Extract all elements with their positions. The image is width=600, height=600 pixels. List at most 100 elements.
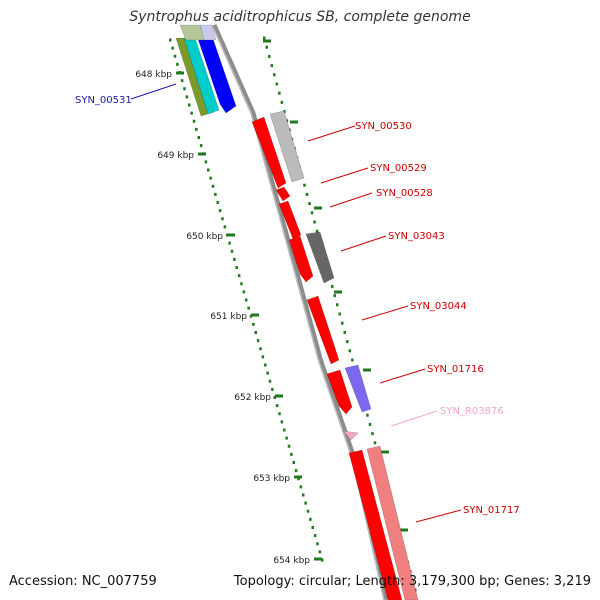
ruler-dot bbox=[221, 217, 224, 221]
ruler-dot bbox=[306, 509, 310, 513]
ruler-dot bbox=[316, 542, 319, 546]
gene-syn00530-red bbox=[251, 116, 287, 189]
ruler-tick-label: 654 kbp bbox=[273, 556, 310, 566]
ruler-dot bbox=[240, 282, 243, 286]
ruler-dot bbox=[197, 136, 200, 139]
guide-dot bbox=[278, 91, 281, 95]
guide-dot bbox=[348, 349, 352, 353]
gene-label-leader bbox=[329, 192, 373, 208]
ruler-dot bbox=[278, 412, 281, 416]
guide-dot bbox=[268, 54, 271, 58]
guide-dot bbox=[283, 110, 286, 114]
gene-label: SYN_01717 bbox=[463, 505, 520, 516]
ruler-dot bbox=[176, 62, 179, 66]
ruler-tick-label: 650 kbp bbox=[186, 232, 223, 242]
ruler-dot bbox=[237, 274, 241, 278]
guide-dot bbox=[373, 441, 377, 445]
ruler-dot bbox=[199, 144, 203, 148]
ruler-dot bbox=[321, 558, 324, 562]
ruler-major-tick bbox=[275, 394, 283, 398]
guide-dot bbox=[315, 229, 319, 233]
ruler-major-tick bbox=[251, 313, 259, 317]
guide-dot bbox=[333, 294, 336, 298]
gene-label: SYN_03043 bbox=[388, 231, 445, 242]
ruler-dot bbox=[297, 477, 300, 481]
gene-synr03876-pink bbox=[342, 430, 359, 441]
ruler-dot bbox=[245, 298, 248, 302]
guide-dot bbox=[313, 220, 316, 224]
gene-syn00530-grey bbox=[269, 110, 305, 183]
gene-label: SYN_00531 bbox=[75, 95, 132, 106]
ruler-dot bbox=[268, 379, 272, 383]
ruler-dot bbox=[223, 225, 227, 229]
guide-dot bbox=[335, 303, 339, 307]
topology-summary: Topology: circular; Length: 3,179,300 bp… bbox=[233, 574, 591, 589]
ruler-tick-label: 651 kbp bbox=[210, 312, 247, 322]
guide-dot bbox=[273, 73, 276, 77]
ruler-dot bbox=[228, 241, 231, 245]
ruler-tick-label: 649 kbp bbox=[157, 151, 194, 161]
guide-dot bbox=[280, 100, 284, 104]
gene-label-leader bbox=[130, 83, 177, 100]
ruler-dot bbox=[313, 534, 317, 538]
gene-label-leader bbox=[340, 235, 387, 252]
gene-label: SYN_00530 bbox=[355, 121, 412, 132]
map-title: Syntrophus aciditrophicus SB, complete g… bbox=[129, 9, 471, 25]
guide-dot bbox=[310, 211, 314, 215]
ruler-dot bbox=[294, 469, 298, 473]
gene-label: SYN_01716 bbox=[427, 364, 484, 375]
ruler-tick-label: 648 kbp bbox=[135, 70, 172, 80]
accession-text: Accession: NC_007759 bbox=[9, 574, 157, 589]
ruler-dot bbox=[256, 339, 260, 343]
ruler-major-tick bbox=[314, 557, 322, 561]
guide-dot bbox=[338, 312, 341, 316]
guide-tick bbox=[363, 368, 371, 372]
gene-syn01716-purple bbox=[344, 364, 372, 413]
guide-tick bbox=[290, 120, 298, 124]
guide-tick bbox=[400, 528, 408, 532]
ruler-dot bbox=[275, 404, 279, 408]
ruler-dot bbox=[233, 257, 236, 261]
ruler-dot bbox=[188, 103, 191, 107]
guide-dot bbox=[343, 330, 347, 334]
ruler-dot bbox=[171, 46, 174, 50]
ruler-dot bbox=[169, 38, 172, 42]
label-layer: SYN_00531 SYN_00530 SYN_00529 SYN_00528 SYN_… bbox=[75, 83, 520, 523]
guide-tick bbox=[263, 39, 271, 43]
ruler-dot bbox=[287, 444, 291, 448]
guide-dot bbox=[275, 82, 279, 86]
ruler-dot bbox=[299, 485, 303, 489]
ruler-dot bbox=[280, 420, 284, 424]
ruler-dot bbox=[185, 95, 189, 99]
guide-tick bbox=[381, 450, 389, 454]
ruler-major-tick bbox=[176, 71, 184, 75]
ruler-dot bbox=[207, 168, 210, 172]
ruler-tick-label: 652 kbp bbox=[234, 393, 271, 403]
guide-dot bbox=[368, 422, 372, 426]
ruler-dot bbox=[235, 266, 238, 269]
ruler-dot bbox=[252, 322, 255, 326]
ruler-dot bbox=[311, 526, 314, 529]
ruler-dot bbox=[302, 493, 305, 497]
guide-dot bbox=[270, 64, 274, 68]
ruler-dot bbox=[218, 209, 222, 213]
gene-label: SYN_00529 bbox=[370, 163, 427, 174]
gene-syn00529-red bbox=[275, 186, 291, 202]
guide-dot bbox=[371, 432, 374, 436]
gene-syn01716-red bbox=[326, 369, 353, 415]
guide-dot bbox=[305, 192, 309, 196]
guide-tick bbox=[314, 206, 322, 210]
gene-label: SYN_00528 bbox=[376, 188, 433, 199]
guide-dot bbox=[330, 284, 334, 288]
guide-dot bbox=[351, 358, 354, 362]
ruler-dot bbox=[180, 79, 184, 83]
ruler-dot bbox=[214, 192, 217, 196]
ruler-major-tick bbox=[198, 152, 206, 156]
gene-syn03043-red bbox=[288, 235, 314, 283]
ruler-dot bbox=[292, 461, 295, 464]
ruler-dot bbox=[204, 160, 208, 164]
gene-syn01717-salmon bbox=[366, 445, 419, 600]
ruler-dot bbox=[216, 201, 219, 204]
ruler-dot bbox=[285, 436, 288, 440]
